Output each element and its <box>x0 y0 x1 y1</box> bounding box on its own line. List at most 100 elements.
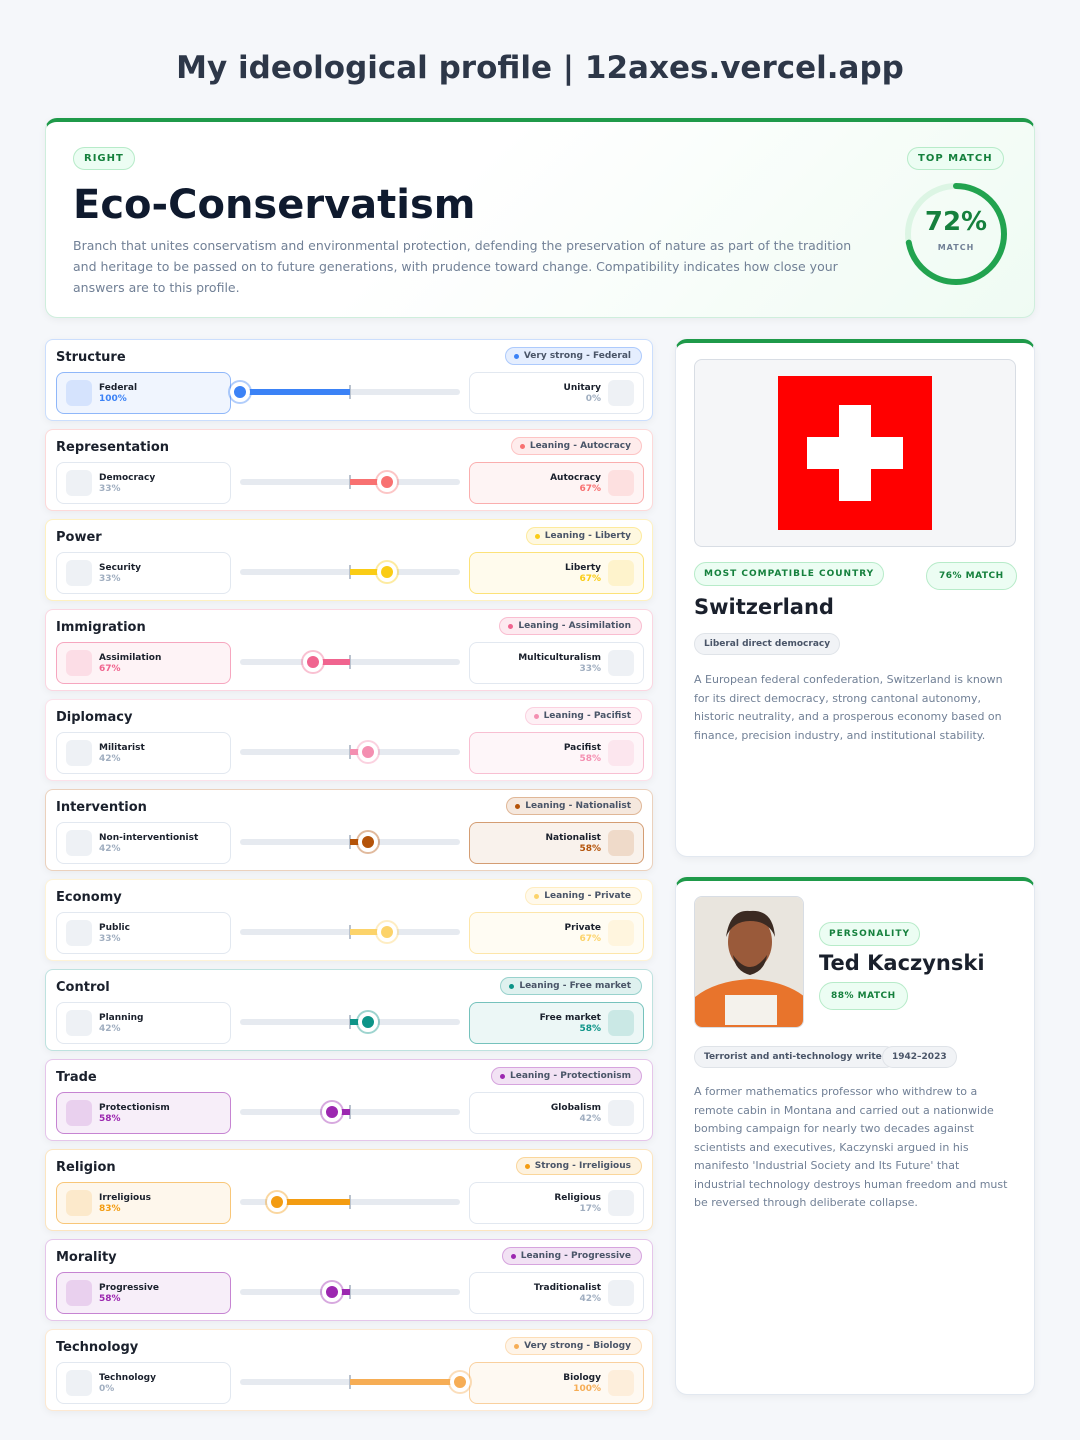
side-icon <box>66 830 92 856</box>
badge-dot <box>515 804 521 809</box>
country-name: Switzerland <box>694 595 834 619</box>
slider-knob <box>267 1192 288 1212</box>
side-label: Irreligious <box>99 1193 151 1203</box>
profile-description: Branch that unites conservatism and envi… <box>73 238 852 295</box>
side-percent: 58% <box>99 1294 121 1304</box>
badge-dot <box>534 534 540 539</box>
side-card: Biology 100% <box>469 1362 644 1404</box>
slider-bar <box>277 1199 350 1205</box>
axis-card: Control Leaning - Free market Planning 42% F… <box>45 969 653 1051</box>
axis-badge: Leaning - Private <box>525 887 642 905</box>
side-icon <box>608 1010 634 1036</box>
side-label: Multiculturalism <box>518 653 601 663</box>
axis-card: Immigration Leaning - Assimilation Assimil… <box>45 609 653 691</box>
axis-name: Economy <box>56 890 122 905</box>
slider-bar <box>350 1379 460 1385</box>
side-icon <box>66 920 92 946</box>
side-percent: 83% <box>99 1204 121 1214</box>
side-card: Progressive 58% <box>56 1272 231 1314</box>
slider-knob <box>450 1372 470 1392</box>
country-tag: Liberal direct democracy <box>694 633 841 655</box>
side-icon <box>608 830 634 856</box>
side-label: Autocracy <box>550 473 601 483</box>
side-label: Non-interventionist <box>99 833 199 843</box>
personality-heading: PERSONALITY <box>819 922 921 946</box>
side-label: Globalism <box>550 1103 601 1113</box>
side-card: Public 33% <box>56 912 231 954</box>
badge-dot <box>508 624 514 629</box>
axis-name: Intervention <box>56 800 147 815</box>
side-card: Globalism 42% <box>469 1092 644 1134</box>
slider-knob <box>377 562 398 582</box>
side-icon <box>608 380 634 406</box>
side-icon <box>608 560 634 586</box>
side-label: Free market <box>539 1013 601 1023</box>
side-percent: 42% <box>579 1114 601 1124</box>
axis-badge: Leaning - Autocracy <box>510 437 642 455</box>
personality-name: Ted Kaczynski <box>819 951 985 975</box>
slider-knob <box>230 382 250 402</box>
side-icon <box>66 650 92 676</box>
side-label: Private <box>564 923 601 933</box>
badge-dot <box>524 1164 530 1169</box>
side-icon <box>608 1280 634 1306</box>
axis-card: Structure Very strong - Federal Federal 100… <box>45 339 653 421</box>
match-value: 72% <box>925 207 987 237</box>
side-icon <box>608 920 634 946</box>
side-icon <box>608 1190 634 1216</box>
slider-knob <box>302 652 323 672</box>
badge-dot <box>519 444 525 449</box>
slider-center <box>349 655 351 669</box>
slider-knob <box>357 1012 378 1032</box>
side-card: Technology 0% <box>56 1362 231 1404</box>
axis-badge: Leaning - Protectionism <box>490 1067 642 1085</box>
side-card: Nationalist 58% <box>469 822 644 864</box>
side-card: Assimilation 67% <box>56 642 231 684</box>
side-icon <box>66 1010 92 1036</box>
side-percent: 17% <box>579 1204 601 1214</box>
side-card: Autocracy 67% <box>469 462 644 504</box>
side-label: Protectionism <box>99 1103 170 1113</box>
side-card: Multiculturalism 33% <box>469 642 644 684</box>
axis-name: Control <box>56 980 110 995</box>
profile-name: Eco-Conservatism <box>73 182 476 228</box>
axis-name: Religion <box>56 1160 116 1175</box>
axis-card: Intervention Leaning - Nationalist Non-int… <box>45 789 653 871</box>
axis-card: Morality Leaning - Progressive Progressive… <box>45 1239 653 1321</box>
country-match: 76% MATCH <box>926 562 1017 590</box>
side-card: Private 67% <box>469 912 644 954</box>
axis-card: Religion Strong - Irreligious Irreligious 8… <box>45 1149 653 1231</box>
side-icon <box>66 1280 92 1306</box>
side-card: Militarist 42% <box>56 732 231 774</box>
portrait <box>694 896 804 1028</box>
axis-name: Power <box>56 530 102 545</box>
side-label: Progressive <box>99 1283 159 1293</box>
page-title: My ideological profile | 12axes.vercel.a… <box>176 50 904 86</box>
side-percent: 0% <box>585 394 601 404</box>
flag <box>778 376 932 530</box>
side-label: Militarist <box>99 743 145 753</box>
slider-center <box>349 1285 351 1299</box>
side-percent: 67% <box>579 484 601 494</box>
side-card: Pacifist 58% <box>469 732 644 774</box>
personality-tag: Terrorist and anti-technology writer <box>694 1046 897 1068</box>
slider-center <box>349 1105 351 1119</box>
slider-bar <box>350 569 388 575</box>
match-caption: MATCH <box>938 243 975 252</box>
badge-dot <box>533 714 539 719</box>
side-percent: 58% <box>579 844 601 854</box>
slider-bar <box>350 479 388 485</box>
personality-match: 88% MATCH <box>819 982 908 1010</box>
slider-knob <box>322 1102 343 1122</box>
side-icon <box>66 1370 92 1396</box>
axis-card: Economy Leaning - Private Public 33% Private… <box>45 879 653 961</box>
side-card: Liberty 67% <box>469 552 644 594</box>
side-percent: 58% <box>99 1114 121 1124</box>
side-label: Pacifist <box>563 743 601 753</box>
axis-name: Diplomacy <box>56 710 133 725</box>
side-card: Federal 100% <box>56 372 231 414</box>
side-icon <box>66 740 92 766</box>
side-percent: 33% <box>99 574 121 584</box>
ring-arc <box>905 183 1007 285</box>
slider-center <box>349 385 351 399</box>
